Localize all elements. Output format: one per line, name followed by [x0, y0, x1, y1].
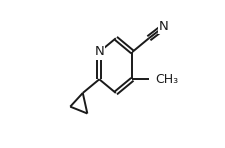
Text: N: N: [94, 45, 104, 58]
Text: CH₃: CH₃: [155, 73, 178, 86]
Text: N: N: [158, 20, 168, 33]
